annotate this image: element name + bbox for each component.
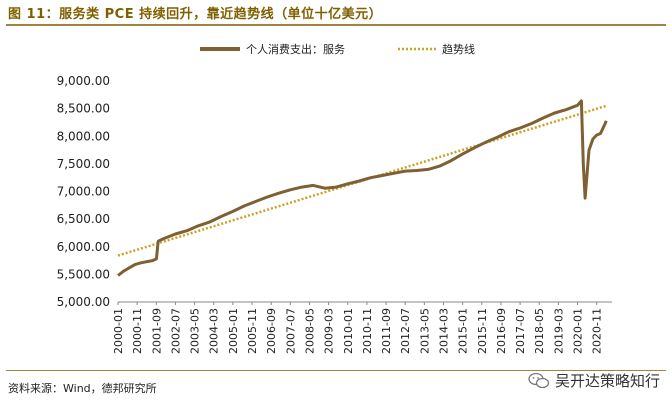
y-axis: 5,000.00 5,500.00 6,000.00 6,500.00 7,000.00… — [57, 74, 110, 309]
watermark-text: 吴开达策略知行 — [554, 372, 660, 390]
figure-title: 图 11：服务类 PCE 持续回升，靠近趋势线（单位十亿美元） — [8, 7, 383, 22]
services-pce-line — [117, 99, 608, 277]
x-tick-label: 2017-07 — [514, 308, 527, 354]
x-tick-label: 2009-03 — [323, 308, 336, 354]
x-tick-label: 2000-01 — [112, 308, 125, 354]
x-tick-label: 2004-03 — [208, 308, 221, 354]
y-tick-label: 5,000.00 — [57, 295, 110, 309]
title-divider — [6, 24, 666, 26]
x-tick-label: 2008-05 — [303, 308, 316, 354]
y-tick-label: 9,000.00 — [57, 74, 110, 88]
source-note: 资料来源：Wind，德邦研究所 — [8, 382, 157, 395]
x-tick-label: 2001-09 — [150, 308, 163, 354]
footer-divider — [6, 370, 666, 371]
y-tick-label: 5,500.00 — [57, 267, 110, 281]
y-tick-label: 7,500.00 — [57, 157, 110, 171]
x-tick-label: 2020-11 — [591, 308, 604, 354]
x-tick-label: 2007-07 — [284, 308, 297, 354]
watermark: 吴开达策略知行 — [528, 370, 660, 391]
x-tick-label: 2016-09 — [495, 308, 508, 354]
chart-area: 个人消费支出：服务 趋势线 5,000.00 5,500.00 6,000.00 6,… — [57, 42, 612, 354]
y-tick-label: 7,000.00 — [57, 185, 110, 199]
legend-label-trend: 趋势线 — [442, 42, 475, 56]
x-tick-label: 2010-11 — [361, 308, 374, 354]
x-tick-label: 2011-09 — [380, 308, 393, 354]
x-tick-label: 2005-01 — [227, 308, 240, 354]
y-tick-label: 8,500.00 — [57, 102, 110, 116]
x-tick-label: 2014-03 — [438, 308, 451, 354]
y-tick-label: 6,000.00 — [57, 240, 110, 254]
x-tick-label: 2003-05 — [189, 308, 202, 354]
x-tick-label: 2020-01 — [572, 308, 585, 354]
x-tick-label: 2002-07 — [169, 308, 182, 354]
legend-label-services: 个人消费支出：服务 — [246, 42, 345, 56]
y-tick-label: 6,500.00 — [57, 212, 110, 226]
chart-legend: 个人消费支出：服务 趋势线 — [200, 42, 475, 56]
x-tick-label: 2013-05 — [418, 308, 431, 354]
x-tick-label: 2000-11 — [131, 308, 144, 354]
x-tick-label: 2015-11 — [476, 308, 489, 354]
trend-line — [117, 104, 607, 257]
wechat-icon — [528, 372, 550, 388]
x-tick-label: 2015-01 — [457, 308, 470, 354]
x-tick-label: 2006-09 — [265, 308, 278, 354]
x-tick-label: 2005-11 — [246, 308, 259, 354]
x-tick-label: 2019-03 — [552, 308, 565, 354]
plot-area — [117, 99, 608, 277]
x-axis: 2000-01 2000-11 2001-09 2002-07 2003-05 2004-… — [112, 301, 612, 354]
x-tick-label: 2012-07 — [399, 308, 412, 354]
x-tick-label: 2010-01 — [342, 308, 355, 354]
x-tick-label: 2018-05 — [533, 308, 546, 354]
y-tick-label: 8,000.00 — [57, 129, 110, 143]
